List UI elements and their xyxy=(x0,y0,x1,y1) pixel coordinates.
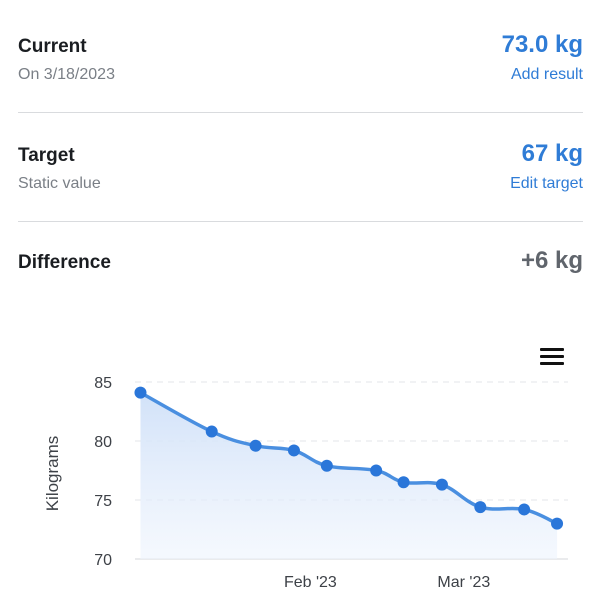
data-point xyxy=(474,501,487,514)
data-point xyxy=(249,439,262,452)
y-tick-label: 80 xyxy=(94,434,112,451)
y-tick-label: 85 xyxy=(94,375,112,392)
target-value: 67 kg xyxy=(521,140,583,167)
data-point xyxy=(287,444,300,457)
data-point xyxy=(205,425,218,438)
current-value: 73.0 kg xyxy=(501,31,583,58)
current-section: Current On 3/18/2023 73.0 kg Add result xyxy=(18,30,583,90)
target-subtitle: Static value xyxy=(18,175,101,192)
y-axis-label: Kilograms xyxy=(43,436,62,512)
data-point xyxy=(397,476,410,489)
series-area xyxy=(140,392,558,559)
target-section: Target Static value 67 kg Edit target xyxy=(18,139,583,199)
hamburger-icon xyxy=(540,362,564,365)
target-label: Target xyxy=(18,145,75,166)
data-point xyxy=(518,503,531,516)
x-tick-label: Feb '23 xyxy=(284,574,337,591)
edit-target-link[interactable]: Edit target xyxy=(510,175,583,192)
y-tick-label: 70 xyxy=(94,552,112,569)
data-point xyxy=(320,459,333,472)
add-result-link[interactable]: Add result xyxy=(510,66,583,83)
data-point xyxy=(551,517,564,530)
y-tick-label: 75 xyxy=(94,493,112,510)
hamburger-icon xyxy=(540,355,564,358)
x-tick-label: Mar '23 xyxy=(437,574,490,591)
current-date: On 3/18/2023 xyxy=(18,66,115,83)
data-point xyxy=(370,464,383,477)
hamburger-icon xyxy=(540,348,564,351)
difference-label: Difference xyxy=(18,252,111,273)
difference-section: Difference +6 kg xyxy=(18,246,583,286)
difference-value: +6 kg xyxy=(520,247,583,274)
divider xyxy=(18,221,583,222)
data-point xyxy=(435,478,448,491)
chart-menu-button[interactable] xyxy=(538,346,566,368)
weight-chart: 70 75 80 85 Feb '23 Mar '23 Kilograms xyxy=(43,375,568,591)
current-label: Current xyxy=(18,36,87,57)
data-point xyxy=(134,386,147,399)
divider xyxy=(18,112,583,113)
